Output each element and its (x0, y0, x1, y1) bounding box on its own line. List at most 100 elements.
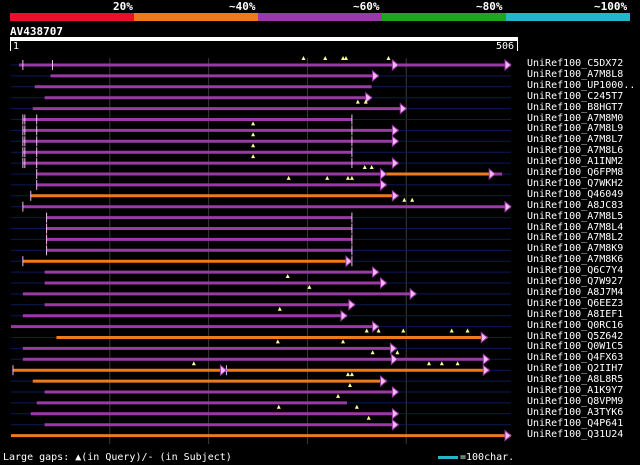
hit-link[interactable]: UniRef100_Q7WKH2 (527, 177, 624, 189)
hit-link[interactable]: UniRef100_A7M8L7 (527, 134, 624, 146)
query-gap-marker (364, 328, 369, 333)
hit-link[interactable]: UniRef100_C245T7 (527, 90, 624, 102)
end-arrow (391, 418, 400, 431)
hit-link[interactable]: UniRef100_Q6C7Y4 (527, 265, 624, 277)
ruler-end-label: 506 (496, 41, 515, 52)
hit-link[interactable]: UniRef100_Q4FX63 (527, 352, 624, 364)
end-arrow (391, 385, 400, 399)
hit-link[interactable]: UniRef100_Q7W927 (527, 276, 624, 287)
query-gap-marker (354, 404, 359, 409)
query-gap-marker (386, 56, 391, 60)
ruler-tick-start (10, 41, 11, 51)
query-gap-marker (336, 393, 341, 398)
query-gap-marker (343, 56, 348, 60)
query-gap-marker (449, 328, 454, 333)
hit-link[interactable]: UniRef100_Q0RC16 (527, 319, 624, 331)
hit-link[interactable]: UniRef100_Q8VPM9 (527, 395, 624, 407)
hit-link[interactable]: UniRef100_Q2IIH7 (527, 363, 624, 375)
query-gap-marker (341, 339, 346, 344)
hit-link[interactable]: UniRef100_A8IEF1 (527, 308, 624, 320)
gap-legend: Large gaps: ▲(in Query)/- (in Subject) (3, 452, 232, 463)
query-gap-marker (363, 99, 368, 104)
hit-link[interactable]: UniRef100_A7M8L4 (527, 221, 624, 233)
query-gap-marker (455, 361, 460, 366)
hit-link[interactable]: UniRef100_Q0W1C5 (527, 341, 624, 353)
query-gap-marker (191, 361, 196, 366)
end-arrow (348, 298, 356, 311)
query-gap-marker (349, 175, 354, 180)
hit-link[interactable]: UniRef100_A8JC83 (527, 199, 624, 211)
end-arrow (379, 276, 388, 290)
query-gap-marker (285, 274, 290, 278)
end-arrow (391, 135, 400, 148)
legend-bar-green (382, 13, 506, 21)
end-arrow (482, 364, 491, 377)
hit-link[interactable]: UniRef100_A7M8K6 (527, 254, 624, 266)
legend-bar-red (10, 13, 134, 21)
hit-link[interactable]: UniRef100_Q31U24 (527, 428, 624, 440)
legend-label-100: ~100% (594, 0, 628, 13)
hit-link[interactable]: UniRef100_A7M8L5 (527, 210, 624, 222)
end-arrow (391, 124, 400, 137)
query-gap-marker (345, 175, 350, 180)
end-arrow (372, 320, 380, 333)
query-gap-marker (362, 165, 367, 169)
query-gap-marker (323, 56, 328, 60)
hit-link[interactable]: UniRef100_C5DX72 (527, 58, 624, 69)
hit-link[interactable]: UniRef100_Q4P641 (527, 417, 624, 429)
end-arrow (391, 407, 400, 420)
end-arrow (340, 309, 348, 322)
legend-bar-cyan (506, 13, 630, 21)
query-gap-marker (395, 350, 400, 355)
end-arrow (345, 255, 353, 268)
hit-link[interactable]: UniRef100_B8HGT7 (527, 101, 624, 113)
query-title: AV438707 (10, 25, 63, 38)
hit-link[interactable]: UniRef100_Q46049 (527, 188, 624, 200)
query-gap-marker (370, 350, 375, 355)
hit-link[interactable]: UniRef100_A7M8M0 (527, 112, 624, 124)
hit-link[interactable]: UniRef100_A3TYK6 (527, 406, 624, 418)
query-gap-marker (301, 56, 306, 60)
end-arrow (379, 178, 388, 191)
end-arrow (504, 200, 512, 213)
query-gap-marker (347, 383, 352, 387)
hit-link[interactable]: UniRef100_A8L8R5 (527, 374, 624, 386)
end-arrow (391, 157, 400, 170)
query-gap-marker (341, 56, 346, 60)
scale-bar (438, 455, 458, 459)
hit-link[interactable]: UniRef100_A7M8L2 (527, 232, 624, 244)
query-gap-marker (325, 175, 330, 180)
hit-link[interactable]: UniRef100_A1INM2 (527, 156, 624, 168)
query-gap-marker (277, 306, 282, 311)
end-arrow (504, 429, 512, 442)
hit-link[interactable]: UniRef100_A7M8L8 (527, 68, 624, 80)
query-gap-marker (349, 372, 354, 377)
end-arrow (219, 364, 228, 377)
end-arrow (488, 167, 496, 181)
query-gap-marker (465, 328, 470, 333)
ruler-tick-end (517, 41, 518, 51)
query-gap-marker (426, 361, 431, 366)
hit-link[interactable]: UniRef100_A8J7M4 (527, 286, 624, 298)
query-gap-marker (366, 415, 371, 420)
end-arrow (391, 189, 400, 202)
query-gap-marker (251, 132, 256, 137)
query-gap-marker (251, 121, 256, 126)
hit-link[interactable]: UniRef100_A7M8L6 (527, 145, 624, 157)
end-arrow (372, 69, 380, 82)
hit-link[interactable]: UniRef100_Q5Z642 (527, 330, 624, 342)
end-arrow (390, 353, 399, 366)
query-gap-marker (276, 404, 281, 409)
scale-key: =100char. (438, 452, 514, 463)
hit-link[interactable]: UniRef100_Q6EEZ3 (527, 297, 624, 309)
hit-link[interactable]: UniRef100_A1K9Y7 (527, 385, 624, 396)
hit-link[interactable]: UniRef100_A7M8L9 (527, 123, 624, 135)
end-arrow (504, 58, 512, 72)
legend-bar-purple (258, 13, 382, 21)
hit-link[interactable]: UniRef100_Q6FPM8 (527, 167, 624, 178)
hit-link[interactable]: UniRef100_UP1000.. (527, 79, 636, 91)
ruler-bar (10, 37, 518, 41)
query-gap-marker (376, 328, 381, 333)
hit-link[interactable]: UniRef100_A7M8K9 (527, 243, 624, 255)
end-arrow (482, 353, 491, 366)
